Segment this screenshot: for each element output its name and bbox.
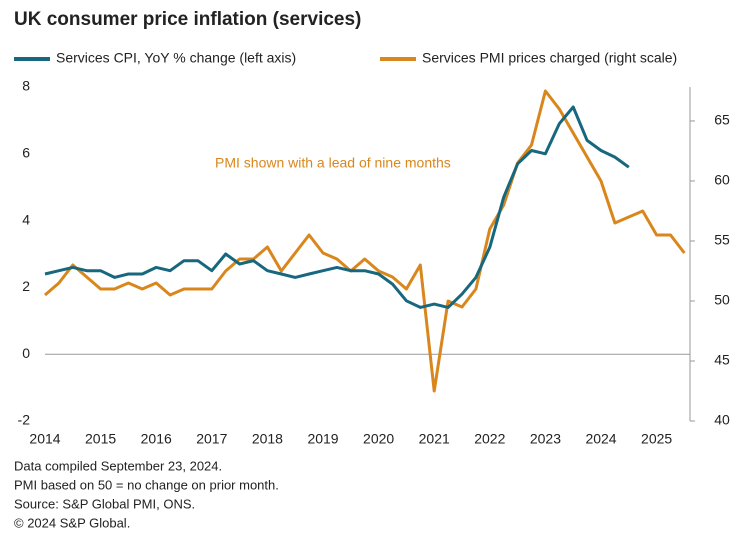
series-line: [44, 89, 686, 393]
legend-label: Services PMI prices charged (right scale…: [422, 50, 677, 66]
x-tick-label: 2017: [196, 431, 227, 447]
x-tick-label: 2023: [530, 431, 561, 447]
y-tick-label: 8: [22, 78, 30, 94]
x-tick-label: 2024: [585, 431, 616, 447]
y-tick-label: -2: [18, 412, 31, 428]
y-tick-label: 4: [22, 211, 30, 227]
y2-tick-label: 45: [714, 352, 730, 368]
y2-tick-label: 50: [714, 292, 730, 308]
y-tick-label: 0: [22, 345, 30, 361]
series-line: [44, 105, 630, 309]
y2-tick-label: 65: [714, 112, 730, 128]
note: Source: S&P Global PMI, ONS.: [14, 496, 195, 511]
x-tick-label: 2015: [85, 431, 116, 447]
chart-title: UK consumer price inflation (services): [14, 9, 361, 30]
x-tick-label: 2018: [252, 431, 283, 447]
x-tick-label: 2020: [363, 431, 394, 447]
x-tick-label: 2022: [474, 431, 505, 447]
note: Data compiled September 23, 2024.: [14, 458, 222, 473]
annotation: PMI shown with a lead of nine months: [215, 155, 451, 171]
y2-tick-label: 60: [714, 172, 730, 188]
y-tick-label: 6: [22, 145, 30, 161]
x-tick-label: 2019: [307, 431, 338, 447]
x-tick-label: 2014: [29, 431, 60, 447]
note: PMI based on 50 = no change on prior mon…: [14, 477, 279, 492]
y2-tick-label: 40: [714, 412, 730, 428]
note: © 2024 S&P Global.: [14, 515, 130, 530]
y-tick-label: 2: [22, 278, 30, 294]
x-tick-label: 2025: [641, 431, 672, 447]
x-tick-label: 2016: [141, 431, 172, 447]
x-tick-label: 2021: [419, 431, 450, 447]
legend-label: Services CPI, YoY % change (left axis): [56, 50, 296, 66]
y2-tick-label: 55: [714, 232, 730, 248]
